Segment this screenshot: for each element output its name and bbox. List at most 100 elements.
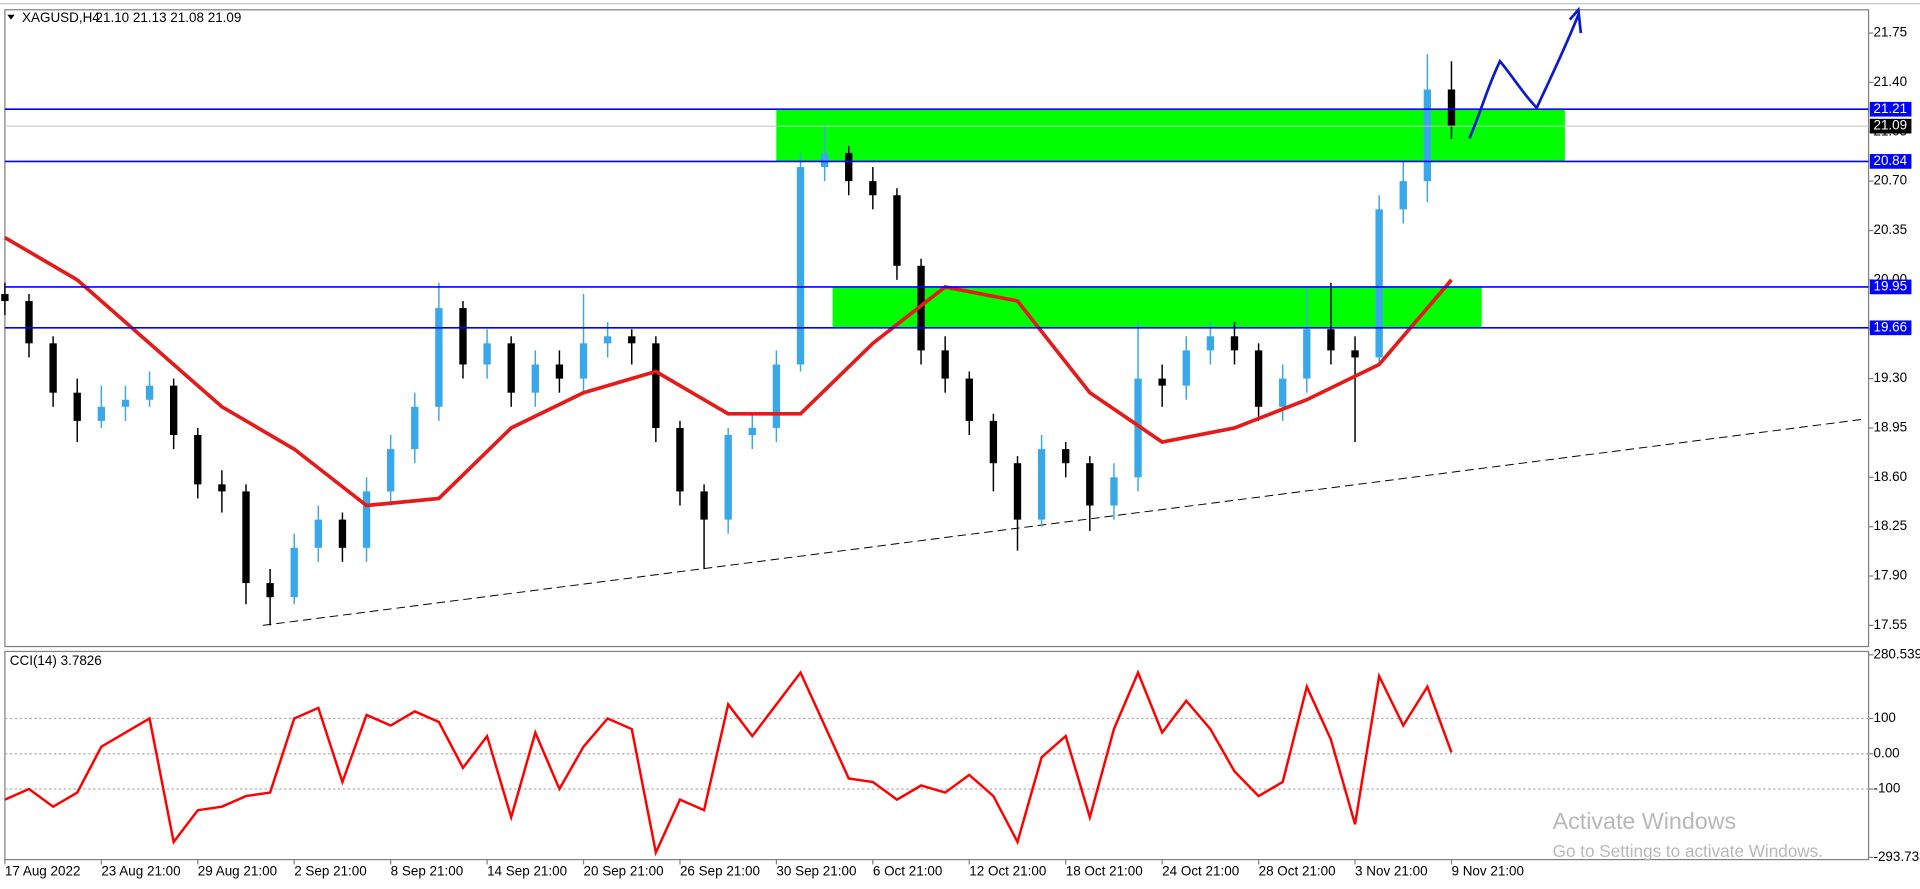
level-tag [1869,279,1912,295]
level-label: 20.84 [1873,153,1907,168]
y-tick-label: 17.90 [1873,568,1907,583]
moving-average [3,235,1453,508]
x-tick-label: 29 Aug 21:00 [198,863,277,878]
candle-body [121,399,130,407]
candle-body [1375,209,1383,358]
candle-body [1110,477,1118,506]
cci-frame [4,650,1870,861]
x-tick-label: 17 Aug 2022 [5,863,81,878]
zone [832,286,1482,328]
candle-body [483,343,491,365]
x-tick-label: 23 Aug 21:00 [101,863,180,878]
candle-body [1254,350,1263,407]
candle-body [314,519,322,548]
candle-body [362,491,371,548]
y-tick-label: 20.70 [1873,173,1907,188]
candle-body [820,152,829,168]
candle-body [1423,89,1432,182]
x-tick-label: 18 Oct 21:00 [1066,863,1143,878]
y-tick-label: 19.30 [1873,370,1907,385]
hand-drawn-arrow [1468,6,1583,139]
y-tick-label: 18.95 [1873,420,1907,435]
candle-body [338,519,347,548]
candle-body [628,336,636,344]
candle-body [290,547,298,598]
cci-line [4,669,1453,857]
candle-body [531,364,539,393]
y-tick-label: 20.35 [1873,222,1907,237]
candle-body [507,343,515,393]
candle-body [1037,449,1046,520]
candle-body [1086,463,1094,506]
candle-body [73,392,81,421]
candle-body [869,181,877,196]
candle-body [772,364,781,428]
candle-body [1447,89,1456,127]
candle-body [1399,181,1407,210]
candle-body [1351,350,1359,358]
level-tag [1869,154,1912,169]
candle-body [242,491,250,584]
zone [776,109,1565,162]
candle-body [25,301,33,344]
x-tick-label: 2 Sep 21:00 [294,863,367,878]
candle-body [218,484,226,492]
x-tick-label: 28 Oct 21:00 [1259,863,1336,878]
candle-body [411,406,419,450]
x-tick-label: 8 Sep 21:00 [391,863,464,878]
candle-body [145,385,154,400]
candle-body [845,152,853,182]
x-tick-label: 24 Oct 21:00 [1162,863,1239,878]
x-tick-label: 14 Sep 21:00 [487,863,567,878]
candle-body [796,167,805,365]
bid-tag [1869,118,1912,134]
candle-body [1134,378,1142,478]
candle-body [386,449,395,492]
bid-label: 21.09 [1873,118,1907,133]
y-tick-label: -293.733 [1873,849,1920,864]
candle-body [194,435,202,485]
candle-body [1158,378,1166,386]
cci-title: CCI(14) 3.7826 [10,653,102,668]
candle-body [941,350,949,379]
y-tick-label: 0.00 [1873,745,1899,760]
candle-body [49,343,57,393]
candle-body [1327,329,1335,351]
candle-body [652,343,660,428]
candle-body [893,195,901,266]
candle-body [965,378,973,421]
candle-body [1279,378,1287,407]
candle-body [917,265,925,351]
y-tick-label: 18.25 [1873,518,1907,533]
y-tick-label: 280.539 [1873,646,1920,661]
candle-body [989,420,998,464]
candle-body [1062,449,1070,464]
candle-body [266,583,274,598]
level-label: 21.21 [1873,101,1907,116]
candle-body [1303,329,1311,379]
y-tick-label: 100 [1873,710,1895,725]
candle-body [555,364,564,379]
ohlc-readout: 21.10 21.13 21.08 21.09 [96,10,242,25]
y-tick-label: 17.55 [1873,617,1907,632]
y-tick-label: 21.75 [1873,25,1907,40]
x-tick-label: 20 Sep 21:00 [584,863,664,878]
x-tick-label: 6 Oct 21:00 [873,863,943,878]
candle-body [435,308,443,407]
y-tick-label: -100 [1873,781,1900,796]
y-tick-label: 21.40 [1873,74,1907,89]
candle-body [169,385,178,436]
collapse-icon [7,14,15,20]
candle-body [459,308,467,365]
x-tick-label: 9 Nov 21:00 [1451,863,1524,878]
candle-body [1182,350,1190,386]
candle-body [1206,336,1215,351]
level-label: 19.66 [1873,319,1907,334]
candle-body [748,427,756,436]
symbol-title: XAGUSD,H4 [22,10,100,25]
candle-body [579,343,588,379]
watermark-text: Go to Settings to activate Windows. [1553,841,1823,861]
level-label: 19.95 [1873,278,1907,293]
